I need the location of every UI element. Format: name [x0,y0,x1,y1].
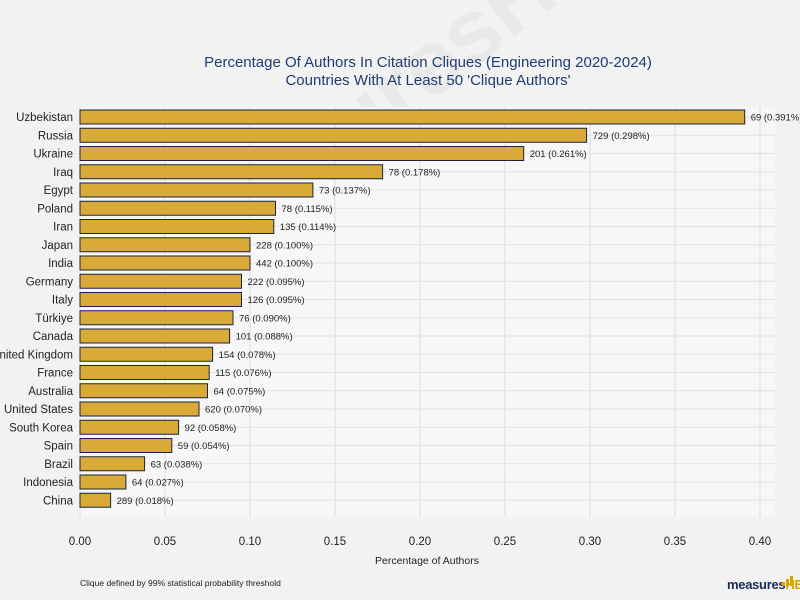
x-tick-label: 0.35 [664,536,686,548]
category-label: Poland [37,203,73,215]
category-label: Indonesia [23,477,73,489]
bar [79,310,234,326]
data-label: 222 (0.095%) [248,277,305,288]
category-labels: Uzbekistan Russia Ukraine Iraq Egypt Poland Ir… [0,112,74,507]
category-label: Spain [44,441,73,453]
x-ticks: 0.00 0.05 0.10 0.15 0.20 0.25 0.30 0.35 0.40 [69,536,771,548]
category-label: Germany [26,276,74,288]
bar [79,255,251,271]
x-tick-label: 0.05 [154,536,176,548]
chart-title: Percentage Of Authors In Citation Clique… [204,54,652,71]
x-tick-label: 0.40 [749,536,771,548]
category-label: Australia [28,386,73,398]
x-tick-label: 0.00 [69,536,91,548]
bar [79,474,127,490]
x-tick-label: 0.10 [239,536,261,548]
data-label: 59 (0.054%) [178,441,230,452]
category-label: Ukraine [33,149,73,161]
data-label: 73 (0.137%) [319,186,371,197]
data-label: 69 (0.391%) [751,113,800,124]
category-label: Türkiye [35,313,73,325]
data-label: 101 (0.088%) [236,332,293,343]
data-label: 64 (0.075%) [214,386,266,397]
category-label: Uzbekistan [16,112,73,124]
x-tick-label: 0.30 [579,536,601,548]
category-label: India [48,258,74,270]
data-label: 228 (0.100%) [256,240,313,251]
bar [79,292,242,307]
data-label: 78 (0.115%) [282,204,333,215]
category-label: United Kingdom [0,349,73,361]
category-label: Italy [52,295,73,307]
bar [79,219,275,234]
bars [79,109,746,508]
category-label: Egypt [44,185,74,197]
bar [79,164,384,180]
bar [79,401,200,417]
bar [79,383,208,399]
bar [79,492,112,508]
chart-subtitle: Countries With At Least 50 'Clique Autho… [285,72,570,89]
bar [79,200,276,216]
bar [79,419,180,435]
bar [79,182,314,198]
data-label: 63 (0.038%) [151,459,203,470]
category-label: United States [4,404,73,416]
category-label: Japan [42,240,73,252]
data-label: 115 (0.076%) [215,368,271,379]
bar [79,346,214,362]
bar [79,109,746,125]
category-label: Iraq [53,167,73,179]
category-label: Brazil [44,459,73,471]
data-label: 92 (0.058%) [185,423,237,434]
data-label: 289 (0.018%) [117,496,174,507]
bar [79,127,588,143]
logo-bars-icon [782,574,796,586]
category-label: China [43,495,74,507]
data-label: 135 (0.114%) [280,222,336,233]
category-label: France [37,368,73,380]
x-axis-label: Percentage of Authors [375,555,479,567]
data-label: 76 (0.090%) [239,313,291,324]
category-label: Russia [38,130,74,142]
bar [79,328,231,344]
data-label: 620 (0.070%) [205,405,262,416]
data-label: 126 (0.095%) [248,295,305,306]
bar [79,237,251,253]
x-tick-label: 0.15 [324,536,346,548]
logo-text: measures [727,577,786,592]
footnote: Clique defined by 99% statistical probab… [80,578,281,588]
data-label: 201 (0.261%) [530,149,587,160]
data-label: 729 (0.298%) [593,131,650,142]
data-label: 64 (0.027%) [132,478,184,489]
category-label: Iran [53,222,73,234]
bar [79,146,525,161]
data-label: 154 (0.078%) [219,350,276,361]
data-label: 442 (0.100%) [256,259,313,270]
bar [79,365,210,380]
bar [79,456,146,472]
bar [79,273,242,289]
data-label: 78 (0.178%) [389,167,441,178]
x-tick-label: 0.25 [494,536,516,548]
category-label: Canada [33,331,74,343]
x-tick-label: 0.20 [409,536,431,548]
bar [79,438,173,453]
data-labels: 69 (0.391%) 729 (0.298%) 201 (0.261%) 78 (0… [117,113,800,507]
category-label: South Korea [9,422,74,434]
